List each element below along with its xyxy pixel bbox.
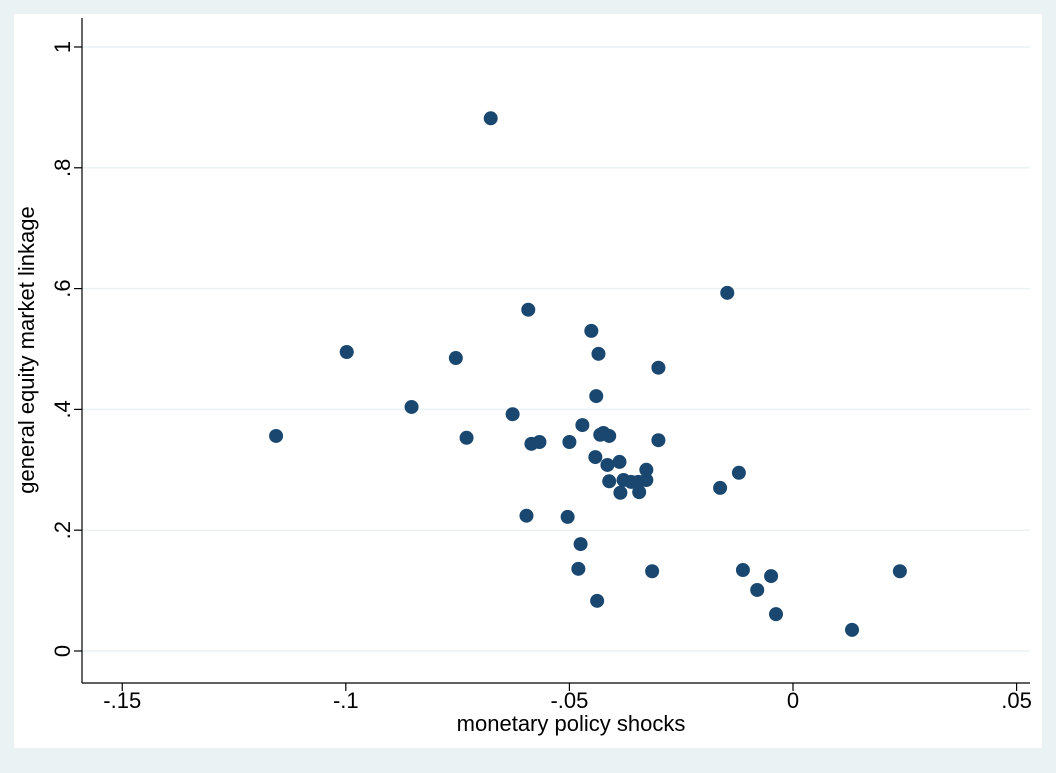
- point: [750, 582, 765, 597]
- point: [892, 564, 907, 579]
- x-axis-title: monetary policy shocks: [457, 711, 686, 736]
- point: [612, 454, 627, 469]
- y-tick-label: .6: [50, 279, 75, 297]
- point: [602, 474, 617, 489]
- point: [639, 462, 654, 477]
- point: [764, 569, 779, 584]
- point: [532, 435, 547, 450]
- point: [602, 428, 617, 443]
- point: [589, 389, 604, 404]
- y-tick-label: 0: [50, 645, 75, 657]
- point: [588, 450, 603, 465]
- point: [521, 302, 536, 317]
- point: [590, 593, 605, 608]
- point: [713, 480, 728, 495]
- y-tick-label: 1: [50, 41, 75, 53]
- point: [591, 346, 606, 361]
- point: [720, 285, 735, 300]
- point: [769, 607, 784, 622]
- point: [651, 360, 666, 375]
- point: [584, 323, 599, 338]
- x-tick-label: 0: [787, 688, 799, 713]
- y-tick-label: .8: [50, 159, 75, 177]
- point: [269, 428, 284, 443]
- point: [731, 465, 746, 480]
- point: [505, 407, 520, 422]
- point: [645, 564, 660, 579]
- x-tick-label: -.15: [103, 688, 141, 713]
- point: [600, 457, 615, 472]
- x-tick-label: .05: [1001, 688, 1032, 713]
- point: [562, 435, 577, 450]
- x-tick-label: -.05: [550, 688, 588, 713]
- point: [571, 561, 586, 576]
- point: [483, 111, 498, 126]
- point: [339, 345, 354, 360]
- point: [448, 351, 463, 366]
- point: [651, 433, 666, 448]
- point: [632, 485, 647, 500]
- y-axis-title: general equity market linkage: [14, 206, 39, 493]
- point: [573, 537, 588, 552]
- point: [845, 622, 860, 637]
- x-tick-label: -.1: [333, 688, 359, 713]
- point: [613, 485, 628, 500]
- point: [404, 399, 419, 414]
- point: [735, 563, 750, 578]
- plot-background: [14, 14, 1042, 748]
- y-tick-label: .2: [50, 521, 75, 539]
- point: [519, 508, 534, 523]
- point: [575, 418, 590, 433]
- point: [639, 473, 654, 488]
- y-tick-label: .4: [50, 400, 75, 418]
- point: [459, 430, 474, 445]
- point: [560, 509, 575, 524]
